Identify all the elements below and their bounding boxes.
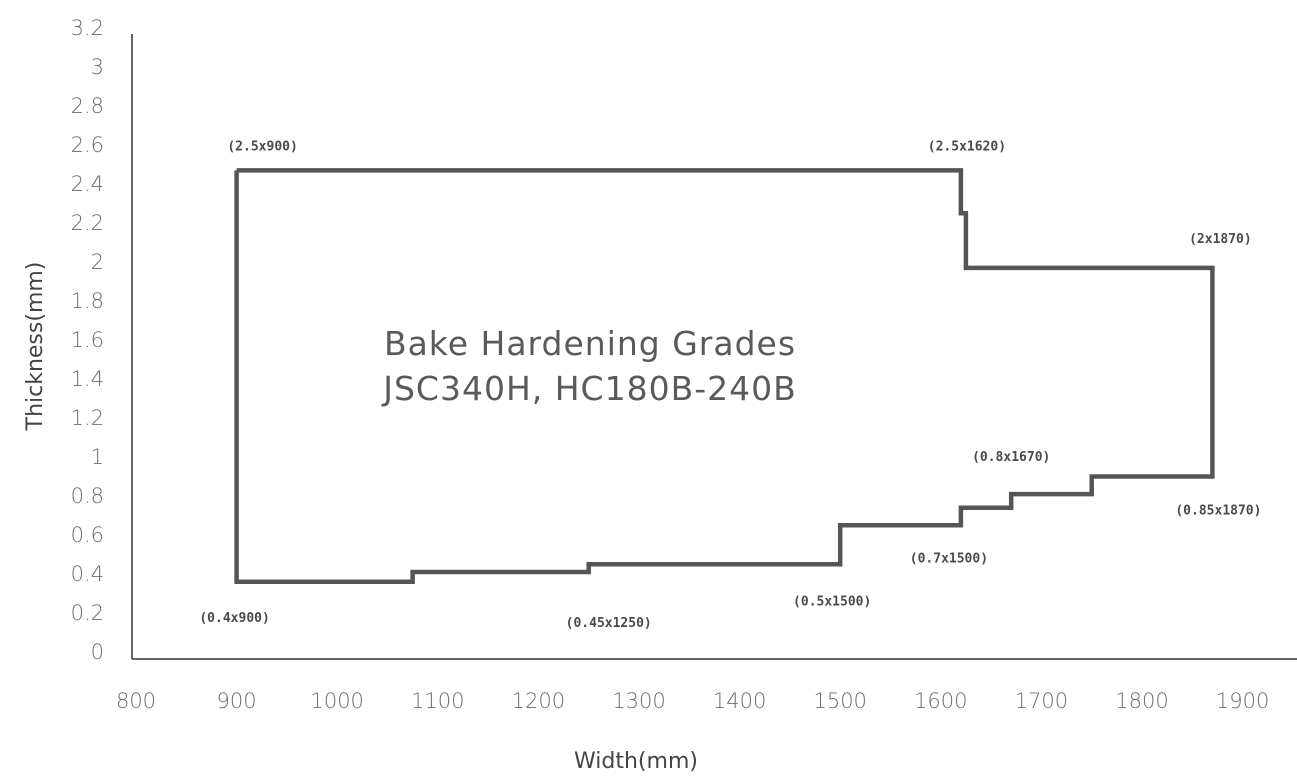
- y-tick-label: 0.6: [71, 523, 104, 547]
- y-tick-label: 1.8: [71, 289, 104, 313]
- y-tick-label: 1.2: [71, 406, 104, 430]
- x-tick-label: 1800: [1115, 689, 1168, 713]
- chart-title-line: Bake Hardening Grades: [384, 324, 796, 363]
- data-annotation: (0.7x1500): [910, 551, 988, 566]
- x-tick-label: 1900: [1216, 689, 1269, 713]
- data-annotation: (0.5x1500): [793, 594, 871, 609]
- y-tick-label: 1.4: [71, 367, 104, 391]
- y-tick-label: 0.4: [71, 562, 104, 586]
- data-annotation: (0.8x1670): [972, 450, 1050, 465]
- envelope-line: [234, 168, 1215, 585]
- x-tick-label: 1300: [612, 689, 665, 713]
- y-tick-label: 2.2: [71, 211, 104, 235]
- y-tick-label: 2.6: [71, 133, 104, 157]
- y-tick-label: 0: [91, 640, 104, 664]
- x-tick-label: 1400: [713, 689, 766, 713]
- data-annotation: (2.5x1620): [928, 139, 1006, 154]
- tick-labels: 800 900 1000 1100 1200 1300 1400 1500 1600 1700 18…: [71, 16, 1270, 713]
- chart-title-line: JSC340H, HC180B-240B: [381, 369, 797, 408]
- x-tick-label: 1000: [310, 689, 363, 713]
- y-tick-label: 3.2: [71, 16, 104, 40]
- x-axis-title: Width(mm): [574, 749, 698, 774]
- y-tick-label: 0.8: [71, 484, 104, 508]
- x-tick-label: 1600: [914, 689, 967, 713]
- data-annotation: (2.5x900): [227, 139, 297, 154]
- y-tick-label: 2.4: [71, 172, 104, 196]
- y-tick-label: 3: [91, 55, 104, 79]
- x-tick-label: 1200: [512, 689, 565, 713]
- annotations: (2.5x900) (2.5x1620) (2x1870) (0.8x1670) (0.…: [199, 139, 1261, 631]
- chart-title: Bake Hardening Grades JSC340H, HC180B-240…: [381, 324, 797, 408]
- x-tick-label: 800: [116, 689, 156, 713]
- x-tick-label: 1500: [813, 689, 866, 713]
- series-layer: [234, 168, 1215, 585]
- data-annotation: (0.85x1870): [1175, 504, 1261, 519]
- y-axis-title: Thickness(mm): [23, 262, 48, 432]
- x-tick-label: 900: [217, 689, 257, 713]
- y-tick-label: 2: [91, 250, 104, 274]
- y-tick-label: 2.8: [71, 94, 104, 118]
- x-tick-label: 1700: [1015, 689, 1068, 713]
- x-tick-label: 1100: [411, 689, 464, 713]
- y-tick-label: 1: [91, 445, 104, 469]
- y-tick-label: 0.2: [71, 601, 104, 625]
- axes: [131, 34, 1297, 660]
- data-annotation: (2x1870): [1189, 232, 1252, 247]
- y-tick-label: 1.6: [71, 328, 104, 352]
- data-annotation: (0.4x900): [199, 611, 269, 626]
- data-annotation: (0.45x1250): [566, 616, 652, 631]
